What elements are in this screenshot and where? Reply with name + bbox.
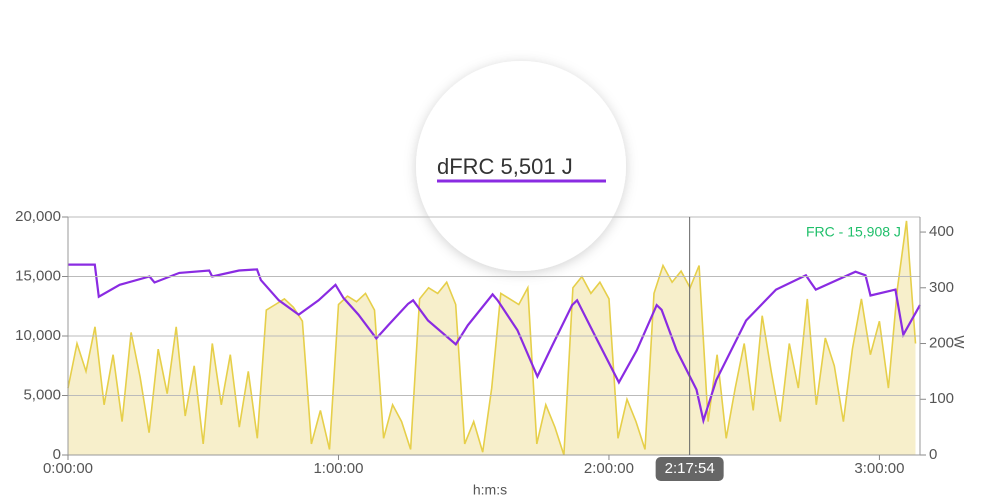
- y2-tick-label: 100: [929, 390, 954, 407]
- cursor-label: 2:17:54: [665, 460, 715, 477]
- dfrc-line: [68, 263, 921, 425]
- y2-axis-label: W: [951, 335, 967, 349]
- y-tick-label: 5,000: [23, 386, 61, 403]
- y2-tick-label: 200: [929, 334, 954, 351]
- y-tick-label: 10,000: [15, 327, 61, 344]
- frc-annotation: FRC - 15,908 J: [806, 224, 901, 240]
- y2-tick-label: 400: [929, 223, 954, 240]
- overlay: 0 5,000 10,000 15,000 20,000 0 100 200 300 400 0:0…: [15, 208, 954, 481]
- area-fill: [68, 220, 916, 455]
- x-tick-label: 1:00:00: [313, 460, 363, 477]
- x-tick-label: 2:00:00: [584, 460, 634, 477]
- y-tick-label: 0: [53, 446, 61, 463]
- y-tick-label: 20,000: [15, 208, 61, 225]
- power-line: [67, 220, 917, 456]
- y-tick-label: 15,000: [15, 267, 61, 284]
- x-axis-label: h:m:s: [473, 482, 507, 498]
- y2-tick-label: 0: [929, 446, 937, 463]
- plot: [67, 220, 921, 456]
- callout-text: dFRC 5,501 J: [437, 154, 573, 179]
- y2-tick-label: 300: [929, 279, 954, 296]
- x-tick-label: 0:00:00: [43, 460, 93, 477]
- cursor-label-box: [655, 457, 724, 481]
- x-tick-label: 3:00:00: [854, 460, 904, 477]
- callout-circle: [416, 61, 626, 271]
